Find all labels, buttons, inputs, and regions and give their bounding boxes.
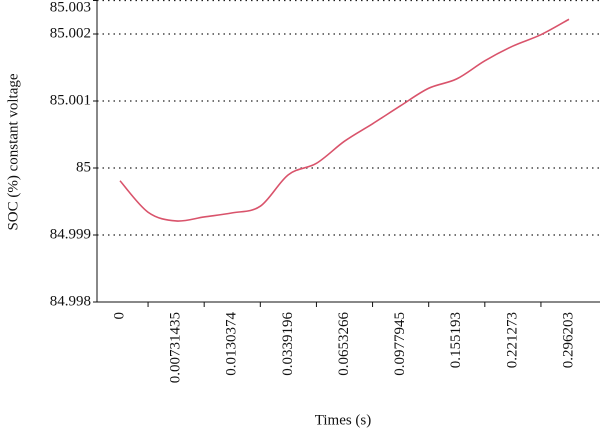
x-tick-label: 0: [111, 312, 127, 320]
x-tick-label: 0.221273: [504, 312, 520, 368]
y-tick-label: 84.999: [50, 226, 91, 242]
x-tick-label: 0.155193: [448, 312, 464, 368]
y-axis-title: SOC (%) constant voltage: [5, 73, 21, 230]
y-tick-label: 85.002: [50, 25, 91, 41]
y-tick-label: 85.003: [50, 0, 91, 15]
x-tick-label: 0.0130374: [224, 312, 240, 376]
x-tick-label: 0.0339196: [280, 312, 296, 376]
y-tick-label: 84.998: [50, 293, 91, 309]
x-tick-label: 0.296203: [560, 312, 576, 368]
line: [119, 18, 570, 222]
x-tick-label: 0.0653266: [336, 312, 352, 376]
x-tick-label: 0.0977945: [392, 312, 408, 376]
x-axis-title: Times (s): [315, 412, 372, 428]
y-tick-label: 85: [76, 159, 91, 175]
y-tick-label: 85.001: [50, 92, 91, 108]
x-tick-label: 0.00731435: [168, 312, 184, 383]
